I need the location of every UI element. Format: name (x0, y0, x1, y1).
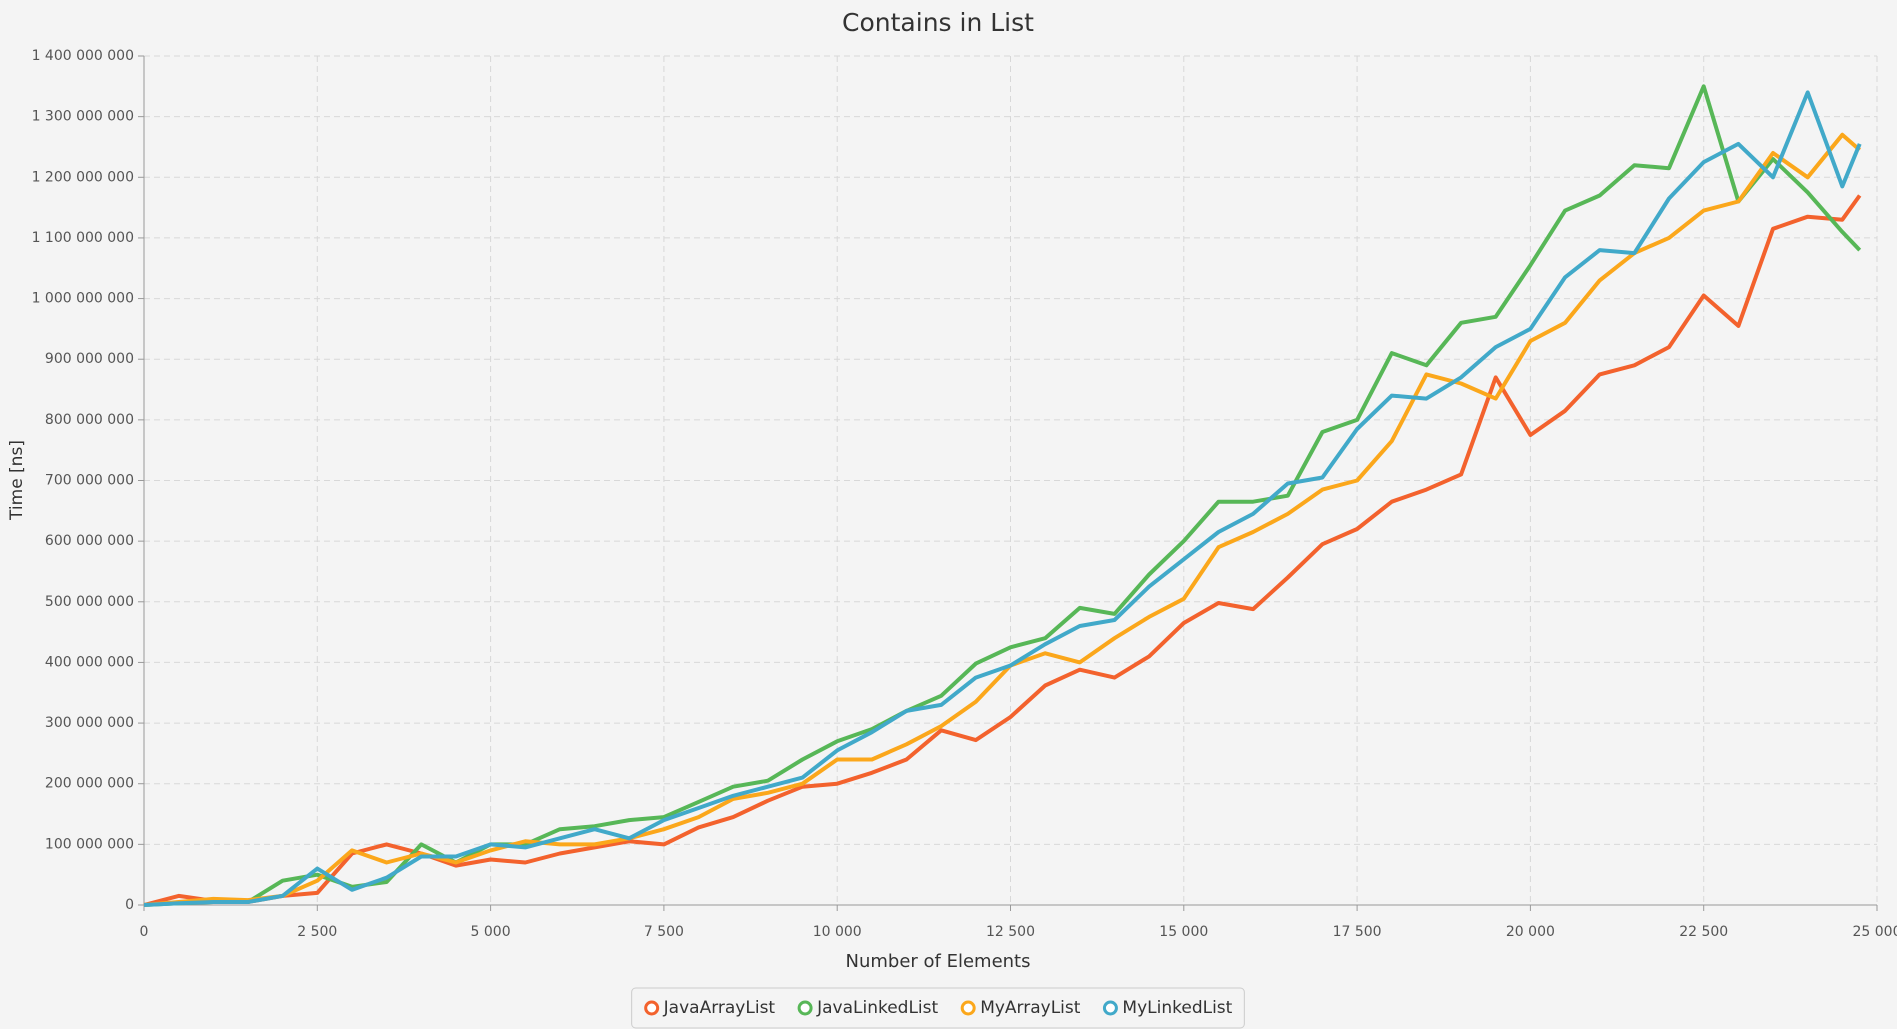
x-tick-label: 25 000 (1853, 924, 1897, 940)
x-tick-label: 17 500 (1333, 924, 1382, 940)
series-line (143, 90, 1862, 907)
legend-item: MyLinkedList (1102, 998, 1233, 1018)
legend: JavaArrayList JavaLinkedList MyArrayList My… (631, 987, 1245, 1029)
x-tick-label: 0 (140, 924, 149, 940)
chart-title: Contains in List (842, 8, 1034, 37)
legend-marker (797, 1000, 813, 1016)
y-tick-label: 1 100 000 000 (32, 230, 134, 246)
y-tick-label: 900 000 000 (45, 351, 134, 367)
y-tick-label: 400 000 000 (45, 654, 134, 670)
y-tick-label: 1 000 000 000 (32, 291, 134, 307)
x-tick-label: 2 500 (297, 924, 337, 940)
y-tick-label: 800 000 000 (45, 412, 134, 428)
y-tick-label: 300 000 000 (45, 715, 134, 731)
legend-marker (1102, 1000, 1118, 1016)
x-tick-label: 12 500 (986, 924, 1035, 940)
y-axis-label: Time [ns] (7, 440, 27, 521)
x-tick-label: 10 000 (813, 924, 862, 940)
x-tick-label: 15 000 (1159, 924, 1208, 940)
y-tick-label: 0 (125, 897, 134, 913)
series-line (143, 84, 1862, 907)
x-tick-label: 20 000 (1506, 924, 1555, 940)
x-tick-label: 5 000 (471, 924, 511, 940)
legend-marker (644, 1000, 660, 1016)
legend-item: JavaLinkedList (797, 998, 939, 1018)
y-tick-label: 200 000 000 (45, 776, 134, 792)
y-tick-label: 700 000 000 (45, 473, 134, 489)
series-line (143, 194, 1862, 907)
legend-box (631, 987, 1245, 1029)
legend-label: MyArrayList (980, 998, 1081, 1018)
x-axis-label: Number of Elements (845, 951, 1030, 972)
y-tick-label: 500 000 000 (45, 594, 134, 610)
legend-label: JavaArrayList (663, 998, 776, 1018)
legend-item: MyArrayList (960, 998, 1081, 1018)
y-tick-label: 1 400 000 000 (32, 48, 134, 64)
y-tick-label: 1 200 000 000 (32, 169, 134, 185)
legend-label: MyLinkedList (1122, 998, 1232, 1018)
y-tick-label: 1 300 000 000 (32, 109, 134, 125)
legend-label: JavaLinkedList (816, 998, 938, 1018)
y-tick-label: 100 000 000 (45, 836, 134, 852)
y-tick-label: 600 000 000 (45, 533, 134, 549)
x-tick-label: 22 500 (1679, 924, 1728, 940)
x-tick-label: 7 500 (644, 924, 684, 940)
legend-marker (960, 1000, 976, 1016)
legend-item: JavaArrayList (644, 998, 776, 1018)
